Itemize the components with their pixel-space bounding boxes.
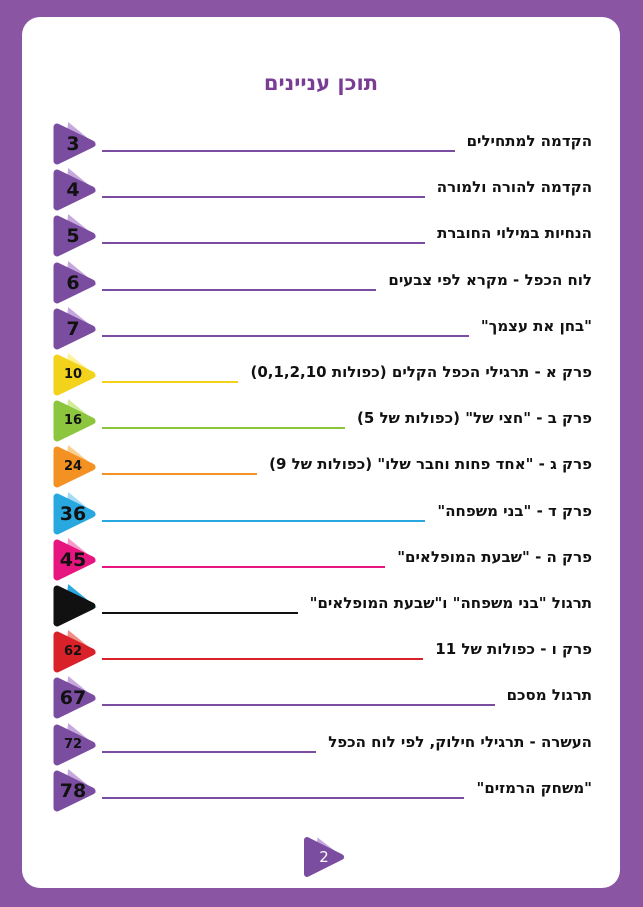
toc-row[interactable]: 45 פרק ה - "שבעת המופלאים" [22, 537, 620, 583]
toc-row[interactable]: 7 "בחן את עצמך" [22, 306, 620, 352]
toc-label: "משחק הרמזים" [476, 779, 592, 797]
toc-row[interactable]: 6 לוח הכפל - מקרא לפי צבעים [22, 260, 620, 306]
triangle-badge-icon [53, 492, 97, 535]
page-number-triangle-icon [304, 837, 345, 877]
page-ref: 24 [63, 459, 83, 474]
page-badge: 16 [50, 398, 100, 444]
toc-row[interactable]: 67 תרגול מסכם [22, 675, 620, 721]
toc-row[interactable]: 5 הנחיות במילוי החוברת [22, 213, 620, 259]
leader-line [102, 473, 257, 475]
page-badge: 72 [50, 722, 100, 768]
page-ref: 72 [63, 737, 83, 752]
page-ref: 4 [66, 179, 80, 201]
page-badge: 4 [50, 167, 100, 213]
page-badge: 36 [50, 491, 100, 537]
page-badge: 67 [50, 675, 100, 721]
toc-label: פרק ב - "חצי של" (כפולות של 5) [356, 409, 592, 427]
toc-label: פרק ד - "בני משפחה" [437, 502, 592, 520]
toc-row[interactable]: 53 תרגול "בני משפחה" ו"שבעת המופלאים" [22, 583, 620, 629]
page-ref: 36 [59, 503, 87, 525]
triangle-badge-icon [53, 445, 97, 488]
leader-line [102, 520, 425, 522]
page-badge: 53 [50, 583, 100, 629]
toc-row[interactable]: 72 העשרה - תרגילי חילוק, לפי לוח הכפל [22, 722, 620, 768]
toc-label: הקדמה להורה ולמורה [436, 178, 592, 196]
page-ref: 6 [66, 272, 80, 294]
toc-row[interactable]: 4 הקדמה להורה ולמורה [22, 167, 620, 213]
leader-line [102, 612, 298, 614]
leader-line [102, 427, 345, 429]
page-ref: 67 [59, 687, 87, 709]
page-badge: 45 [50, 537, 100, 583]
leader-line [102, 150, 455, 152]
triangle-badge-icon [53, 399, 97, 442]
toc-label: פרק א - תרגילי הכפל הקלים (כפולות 0,1,2,… [250, 363, 592, 381]
toc-label: לוח הכפל - מקרא לפי צבעים [388, 271, 592, 289]
contents-page: תוכן עניינים 3 הקדמה למתחילים 4 הקדמה להורה… [22, 17, 620, 888]
leader-line [102, 658, 423, 660]
triangle-badge-icon [53, 261, 97, 304]
triangle-badge-icon [53, 168, 97, 211]
toc-label: הנחיות במילוי החוברת [437, 224, 592, 242]
page-ref: 5 [66, 225, 80, 247]
triangle-badge-icon [53, 676, 97, 719]
page-ref: 62 [63, 644, 83, 659]
triangle-badge-icon [53, 769, 97, 812]
page-number-badge: 2 [301, 836, 347, 878]
triangle-badge-icon [53, 630, 97, 673]
leader-line [102, 566, 385, 568]
toc-label: תרגול "בני משפחה" ו"שבעת המופלאים" [309, 594, 592, 612]
toc-row[interactable]: 36 פרק ד - "בני משפחה" [22, 491, 620, 537]
triangle-badge-icon [53, 307, 97, 350]
triangle-badge-icon [53, 723, 97, 766]
page-badge: 62 [50, 629, 100, 675]
page-badge: 10 [50, 352, 100, 398]
leader-line [102, 797, 464, 799]
triangle-badge-icon [53, 584, 97, 627]
leader-line [102, 242, 425, 244]
toc-label: תרגול מסכם [506, 686, 592, 704]
page-ref: 7 [66, 318, 80, 340]
page-badge: 3 [50, 121, 100, 167]
toc-label: "בחן את עצמך" [480, 317, 592, 335]
leader-line [102, 335, 469, 337]
toc-row[interactable]: 78 "משחק הרמזים" [22, 768, 620, 814]
toc-row[interactable]: 16 פרק ב - "חצי של" (כפולות של 5) [22, 398, 620, 444]
toc-row[interactable]: 24 פרק ג - "אחד פחות וחבר שלו" (כפולות של… [22, 444, 620, 490]
page-ref: 78 [59, 780, 87, 802]
triangle-badge-icon [53, 538, 97, 581]
leader-line [102, 704, 495, 706]
page-ref: 3 [66, 133, 80, 155]
page-badge: 6 [50, 260, 100, 306]
leader-line [102, 289, 376, 291]
page-ref: 53 [59, 595, 87, 617]
page-badge: 24 [50, 444, 100, 490]
leader-line [102, 751, 316, 753]
page-badge: 7 [50, 306, 100, 352]
toc-row[interactable]: 3 הקדמה למתחילים [22, 121, 620, 167]
leader-line [102, 196, 425, 198]
toc-label: פרק ה - "שבעת המופלאים" [397, 548, 592, 566]
page-ref: 45 [59, 549, 87, 571]
toc-label: פרק ג - "אחד פחות וחבר שלו" (כפולות של 9… [269, 455, 592, 473]
toc-label: הקדמה למתחילים [466, 132, 592, 150]
triangle-badge-icon [53, 122, 97, 165]
toc-label: פרק ו - כפולות של 11 [435, 640, 592, 658]
toc-row[interactable]: 10 פרק א - תרגילי הכפל הקלים (כפולות 0,1,… [22, 352, 620, 398]
page-ref: 16 [63, 413, 83, 428]
toc-row[interactable]: 62 פרק ו - כפולות של 11 [22, 629, 620, 675]
page-badge: 5 [50, 213, 100, 259]
page-badge: 78 [50, 768, 100, 814]
triangle-badge-icon [53, 214, 97, 257]
page-number: 2 [319, 848, 329, 866]
toc-label: העשרה - תרגילי חילוק, לפי לוח הכפל [328, 733, 592, 751]
leader-line [102, 381, 238, 383]
page-title: תוכן עניינים [263, 71, 379, 95]
page-ref: 10 [63, 367, 83, 382]
triangle-badge-icon [53, 353, 97, 396]
